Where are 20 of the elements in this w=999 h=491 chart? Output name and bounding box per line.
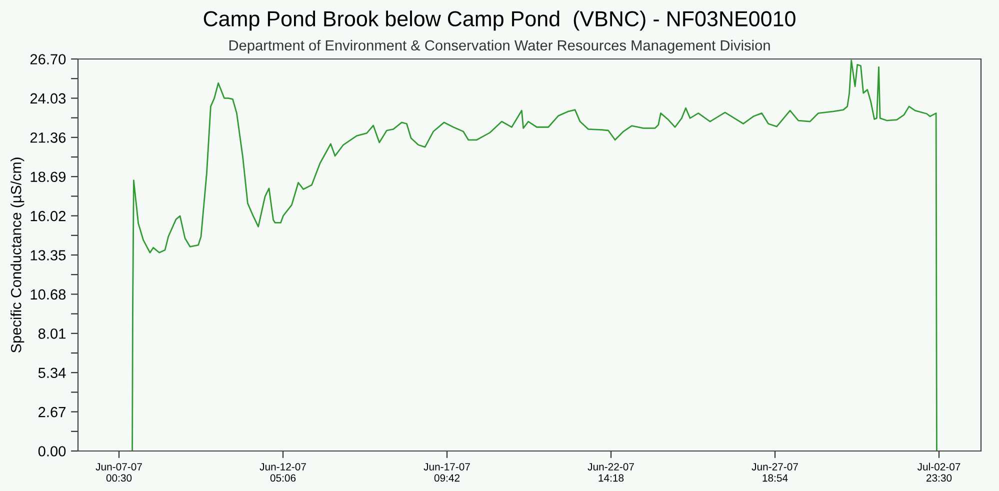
x-tick-label: Jun-17-07 09:42	[424, 463, 470, 482]
y-tick-label: 0.00	[38, 446, 66, 456]
y-tick-label: 16.02	[30, 210, 66, 222]
chart-title: Camp Pond Brook below Camp Pond (VBNC) - NF03NE0010	[204, 10, 796, 31]
y-tick-label: 18.69	[30, 172, 66, 182]
x-tick-label: Jul-02-07 23:30	[917, 462, 960, 482]
y-tick-label: 8.01	[38, 328, 66, 339]
y-tick-label: 26.70	[30, 54, 66, 64]
y-tick-label: 5.34	[38, 368, 66, 378]
y-tick-label: 24.03	[30, 93, 66, 104]
y-tick-label: 10.68	[30, 289, 66, 300]
x-tick-label: Jun-27-07 18:54	[752, 463, 798, 482]
y-tick-label: 21.36	[30, 132, 66, 143]
x-tick-label: Jun-07-07 00:30	[96, 463, 142, 482]
y-tick-label: 13.35	[30, 250, 66, 260]
x-tick-label: Jun-12-07 05:06	[260, 463, 306, 482]
y-tick-label: 2.67	[38, 406, 66, 418]
y-axis-title: Specific Conductance (µS/cm)	[10, 158, 24, 353]
chart-subtitle: Department of Environment & Conservation Water Resources Management Division	[229, 40, 770, 54]
x-tick-label: Jun-22-07 14:18	[588, 463, 634, 482]
